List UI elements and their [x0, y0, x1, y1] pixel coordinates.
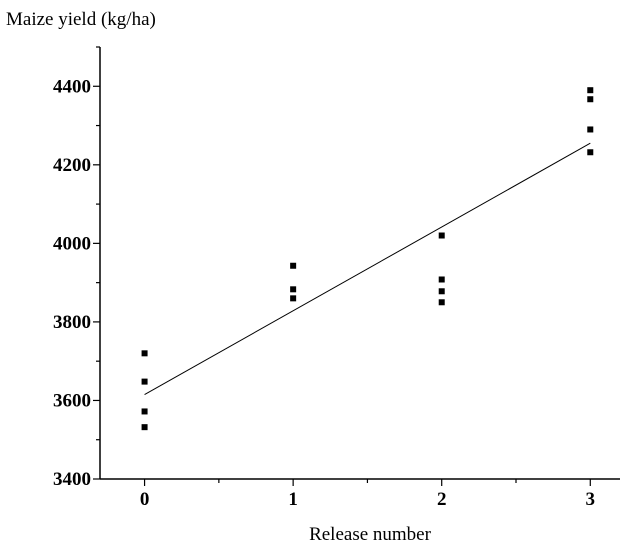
x-tick-label: 0 — [140, 489, 150, 510]
data-point — [438, 232, 445, 239]
y-tick-label: 3400 — [53, 469, 91, 490]
data-point — [587, 96, 594, 103]
data-point — [438, 299, 445, 306]
data-point — [290, 262, 297, 269]
y-tick-label: 3600 — [53, 390, 91, 411]
data-point — [141, 408, 148, 415]
y-tick-label: 4000 — [53, 233, 91, 254]
x-axis-label: Release number — [309, 524, 432, 545]
data-point — [141, 378, 148, 385]
data-point — [438, 276, 445, 283]
y-tick-label: 4400 — [53, 76, 91, 97]
x-tick-label: 1 — [288, 489, 298, 510]
data-point — [141, 350, 148, 357]
data-point — [290, 286, 297, 293]
data-point — [438, 288, 445, 295]
y-tick-label: 3800 — [53, 312, 91, 333]
data-point — [587, 149, 594, 156]
axes — [99, 47, 620, 480]
trend-line — [144, 142, 591, 395]
x-tick-label: 2 — [437, 489, 447, 510]
x-ticks: 0 1 2 3 — [140, 479, 595, 510]
data-point — [587, 87, 594, 94]
x-tick-label: 3 — [586, 489, 596, 510]
y-ticks: 3400 3600 3800 4000 4200 4400 — [53, 46, 100, 490]
data-points — [141, 87, 594, 431]
chart-title: Maize yield (kg/ha) — [6, 9, 156, 30]
y-tick-label: 4200 — [53, 155, 91, 176]
data-point — [587, 126, 594, 133]
data-point — [141, 424, 148, 431]
data-point — [290, 295, 297, 302]
